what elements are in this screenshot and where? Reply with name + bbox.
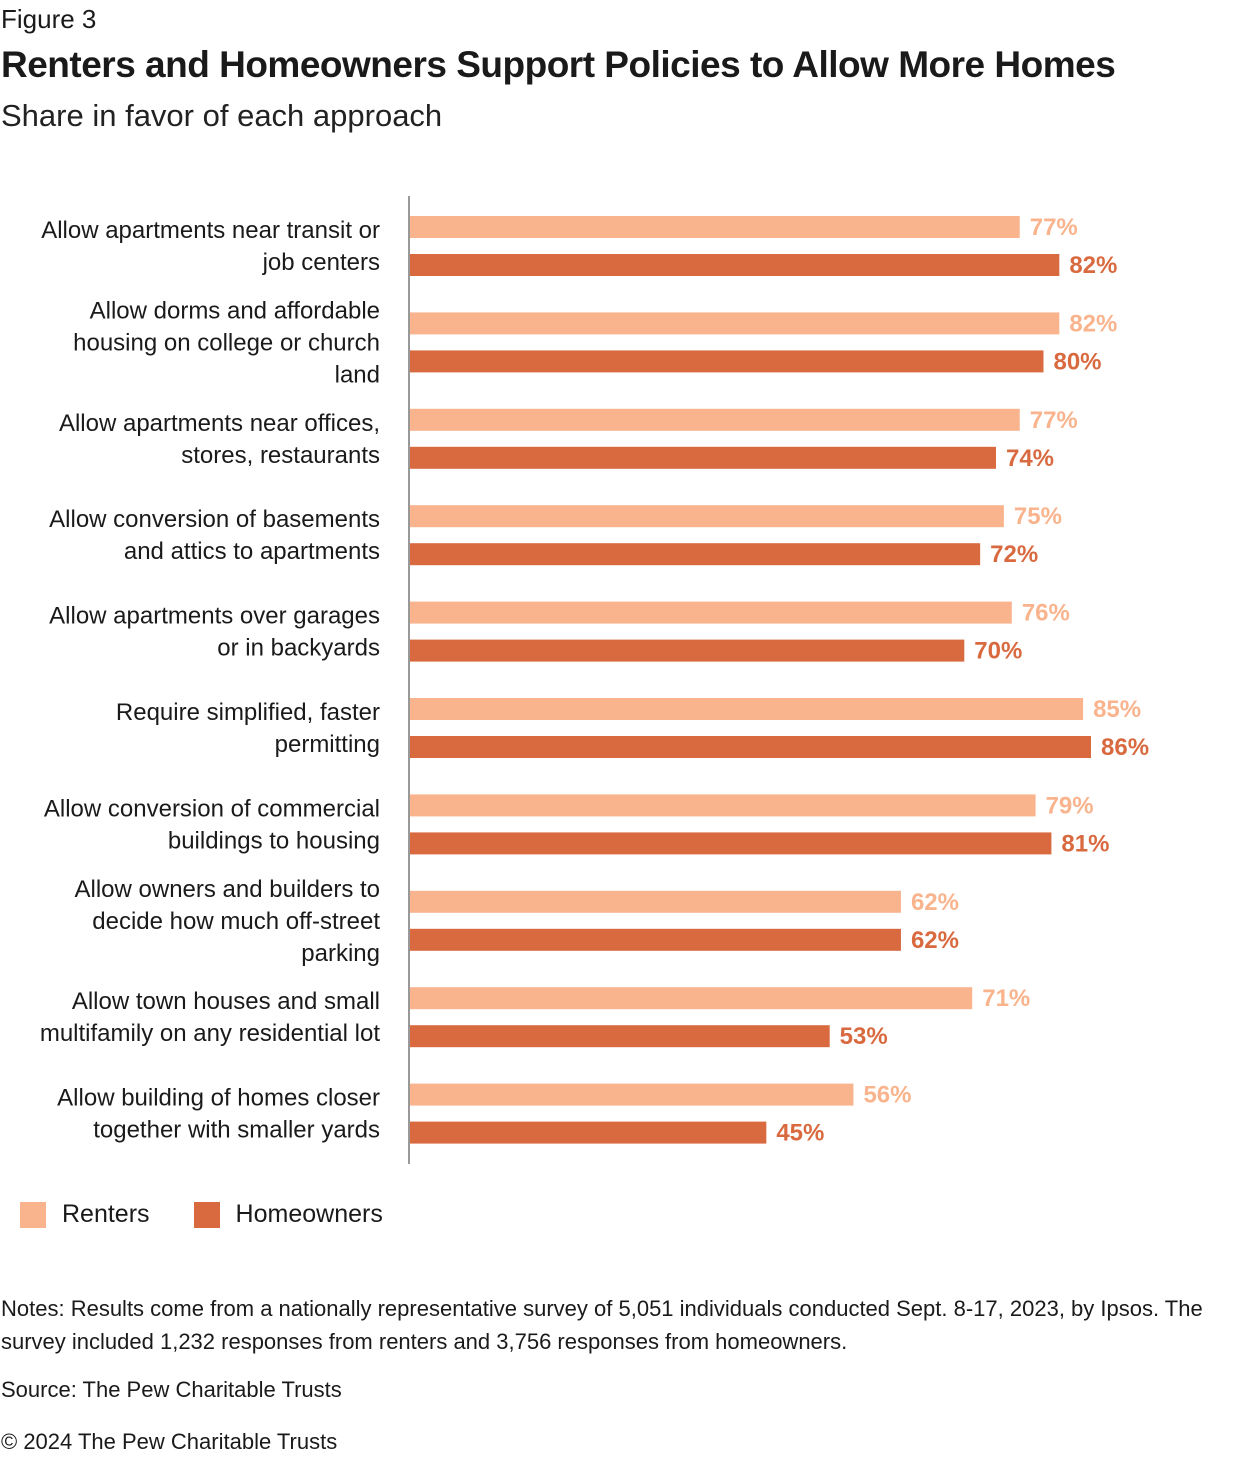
bar-chart: 77% 82% Allow apartments near transit or jo… <box>0 190 1240 1170</box>
data-label-homeowners-8: 53% <box>840 1023 888 1050</box>
chart-subtitle: Share in favor of each approach <box>1 98 443 133</box>
data-label-renters-8: 71% <box>982 985 1030 1012</box>
data-label-homeowners-2: 74% <box>1006 445 1054 472</box>
bar-renters-9 <box>410 1083 854 1106</box>
chart-svg: 77% 82% Allow apartments near transit or jo… <box>40 196 1149 1164</box>
category-label-7: Allow owners and builders to decide how m… <box>75 876 381 967</box>
data-label-renters-9: 56% <box>863 1082 911 1109</box>
legend-item-homeowners: Homeowners <box>193 1200 383 1229</box>
legend-label-homeowners: Homeowners <box>235 1200 383 1228</box>
data-label-homeowners-6: 81% <box>1061 830 1109 857</box>
bar-renters-4 <box>410 601 1012 624</box>
bar-renters-2 <box>410 408 1020 431</box>
data-label-homeowners-9: 45% <box>776 1120 824 1147</box>
legend: Renters Homeowners <box>20 1200 427 1229</box>
legend-swatch-homeowners <box>193 1201 220 1228</box>
data-label-renters-4: 76% <box>1022 600 1070 627</box>
data-label-renters-3: 75% <box>1014 503 1062 530</box>
bar-homeowners-0 <box>410 254 1060 276</box>
bar-homeowners-2 <box>410 446 996 469</box>
chart-notes: Notes: Results come from a nationally re… <box>1 1296 1203 1354</box>
chart-title: Renters and Homeowners Support Policies … <box>1 44 1116 85</box>
data-label-homeowners-5: 86% <box>1101 734 1149 761</box>
bar-homeowners-5 <box>410 736 1091 758</box>
data-label-homeowners-0: 82% <box>1069 252 1117 279</box>
data-label-renters-5: 85% <box>1093 696 1141 723</box>
chart-source: Source: The Pew Charitable Trusts <box>1 1377 342 1402</box>
bar-renters-3 <box>410 505 1004 528</box>
legend-item-renters: Renters <box>20 1200 150 1229</box>
bar-renters-5 <box>410 698 1084 720</box>
category-label-8: Allow town houses and small multifamily o… <box>40 988 380 1047</box>
bar-renters-1 <box>410 312 1060 335</box>
bar-homeowners-4 <box>410 639 965 662</box>
bar-renters-7 <box>410 890 901 913</box>
category-label-0: Allow apartments near transit or job cent… <box>41 217 380 276</box>
legend-label-renters: Renters <box>62 1200 150 1228</box>
data-label-homeowners-4: 70% <box>974 638 1022 665</box>
data-label-homeowners-7: 62% <box>911 927 959 954</box>
bar-homeowners-9 <box>410 1121 767 1144</box>
data-label-renters-6: 79% <box>1046 792 1094 819</box>
category-label-1: Allow dorms and affordable housing on col… <box>73 297 380 388</box>
bar-homeowners-1 <box>410 350 1044 373</box>
bar-homeowners-8 <box>410 1025 830 1048</box>
data-label-renters-7: 62% <box>911 889 959 916</box>
bar-homeowners-7 <box>410 928 901 951</box>
bar-homeowners-3 <box>410 543 981 566</box>
category-label-4: Allow apartments over garages or in backy… <box>49 603 380 662</box>
category-label-5: Require simplified, faster permitting <box>116 699 380 758</box>
category-label-6: Allow conversion of commercial buildings … <box>44 795 380 854</box>
bar-renters-6 <box>410 794 1036 817</box>
legend-swatch-renters <box>20 1201 46 1228</box>
data-label-homeowners-1: 80% <box>1053 348 1101 375</box>
bar-renters-0 <box>410 216 1020 238</box>
bar-homeowners-6 <box>410 832 1052 855</box>
category-label-2: Allow apartments near offices, stores, re… <box>59 410 380 469</box>
figure-label: Figure 3 <box>1 4 97 34</box>
category-label-9: Allow building of homes closer together w… <box>57 1085 380 1144</box>
chart-copyright: © 2024 The Pew Charitable Trusts <box>1 1429 338 1454</box>
bar-renters-8 <box>410 987 973 1010</box>
data-label-renters-0: 77% <box>1030 214 1078 241</box>
data-label-renters-2: 77% <box>1030 407 1078 434</box>
data-label-renters-1: 82% <box>1069 310 1117 337</box>
data-label-homeowners-3: 72% <box>990 541 1038 568</box>
category-label-3: Allow conversion of basements and attics … <box>49 506 380 565</box>
